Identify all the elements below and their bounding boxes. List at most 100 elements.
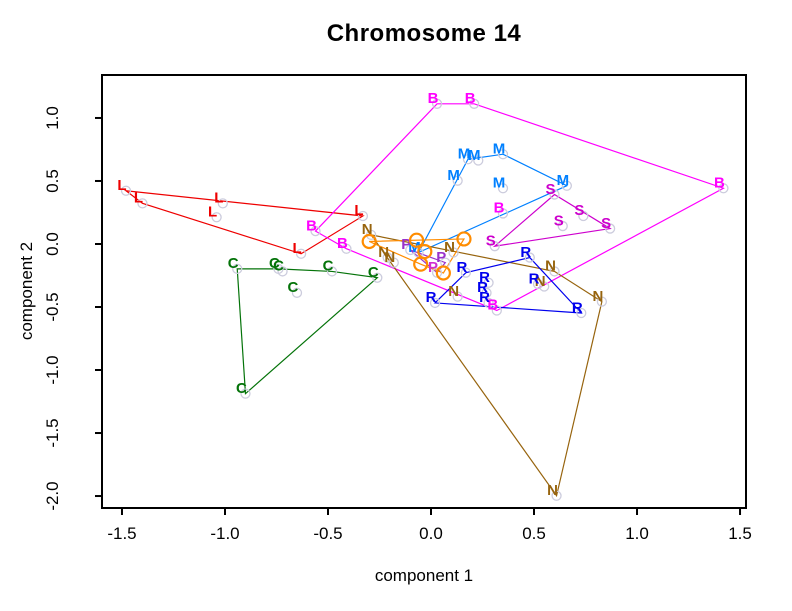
point-N: N [384, 249, 395, 266]
point-ring [576, 307, 587, 319]
point-ring [462, 154, 474, 165]
point-ring [497, 208, 509, 219]
point-B: B [487, 297, 498, 314]
point-B: B [306, 217, 317, 234]
point-M: M [493, 140, 506, 157]
y-tick-label: -2.0 [43, 481, 62, 510]
point-ring [448, 247, 459, 258]
point-N: N [592, 288, 603, 305]
point-B: B [337, 235, 348, 252]
point-ring [429, 297, 441, 309]
axes: -1.5 -1.0 -0.5 0.0 0.5 1.0 1.5 1.0 0.5 0.0 -0.5 -1.… [43, 106, 752, 543]
point-ring [489, 241, 500, 252]
point-S: S [486, 232, 496, 249]
y-tick-label: -1.0 [43, 355, 62, 384]
point-S: S [554, 212, 564, 229]
point-ring [473, 155, 484, 166]
point-O-circle [408, 232, 425, 248]
point-N: N [545, 258, 556, 275]
y-tick-label: 1.0 [43, 106, 62, 130]
point-R: R [479, 269, 490, 286]
point-ring [596, 296, 608, 307]
point-C: C [323, 258, 334, 275]
point-ring [483, 297, 494, 309]
hull-B [314, 103, 725, 312]
point-ring [718, 183, 729, 194]
point-P: P [401, 236, 411, 253]
point-ring [604, 223, 616, 234]
point-S: S [574, 202, 584, 219]
point-ring [120, 185, 132, 196]
point-M: M [447, 167, 460, 184]
point-ring [405, 244, 416, 256]
hull-R [433, 256, 583, 314]
point-N: N [444, 239, 455, 256]
point-R: R [529, 270, 540, 287]
y-tick-label: 0.0 [43, 232, 62, 256]
x-tick-label: 0.0 [419, 524, 443, 543]
point-ring [561, 180, 573, 191]
point-ring [211, 212, 222, 223]
point-L: L [214, 190, 223, 207]
point-ring [497, 149, 509, 160]
point-N: N [547, 482, 558, 499]
point-ring [524, 252, 535, 263]
x-tick-label: 0.5 [522, 524, 546, 543]
point-ring [452, 291, 463, 302]
point-C: C [228, 255, 239, 272]
point-C: C [368, 264, 379, 281]
y-tick-label: -1.5 [43, 418, 62, 447]
point-B: B [494, 200, 505, 217]
point-S: S [545, 181, 555, 198]
point-ring [491, 305, 502, 316]
plot-box [101, 74, 747, 509]
x-axis-label: component 1 [374, 566, 474, 585]
point-L: L [134, 190, 143, 207]
x-tick-label: 1.0 [625, 524, 649, 543]
point-ring [291, 287, 303, 298]
point-L: L [354, 202, 363, 219]
point-P: P [428, 259, 438, 276]
point-B: B [465, 90, 476, 107]
point-ring [497, 183, 509, 194]
point-N: N [535, 273, 546, 290]
point-N: N [378, 244, 389, 261]
point-ring [539, 281, 550, 292]
point-ring [240, 388, 251, 399]
point-C: C [273, 258, 284, 275]
point-ring [549, 189, 560, 200]
point-C: C [269, 255, 280, 272]
point-L: L [117, 177, 126, 194]
point-M: M [557, 172, 570, 189]
point-N: N [362, 221, 373, 238]
point-ring [578, 210, 589, 222]
point-L: L [208, 203, 217, 220]
point-R: R [572, 299, 583, 316]
point-R: R [477, 279, 488, 296]
point-S: S [601, 215, 611, 232]
point-B: B [714, 174, 725, 191]
point-ring [481, 287, 492, 298]
point-N: N [448, 283, 459, 300]
point-ring [382, 252, 393, 263]
point-ring [483, 277, 494, 288]
x-tick-label: -0.5 [313, 524, 342, 543]
hull-L [123, 189, 365, 255]
point-ring [295, 248, 307, 259]
point-ring [341, 243, 352, 254]
point-L: L [293, 240, 302, 257]
point-ring [551, 490, 562, 501]
hull-C [236, 268, 379, 395]
point-ring [460, 267, 472, 278]
point-ring [277, 266, 288, 277]
point-O-circle [435, 265, 451, 281]
point-R: R [479, 289, 490, 306]
x-tick-label: -1.5 [107, 524, 136, 543]
point-M: M [468, 147, 481, 164]
hull-O [368, 238, 466, 274]
point-ring [549, 266, 560, 277]
point-C: C [236, 380, 247, 397]
point-ring [310, 225, 321, 237]
